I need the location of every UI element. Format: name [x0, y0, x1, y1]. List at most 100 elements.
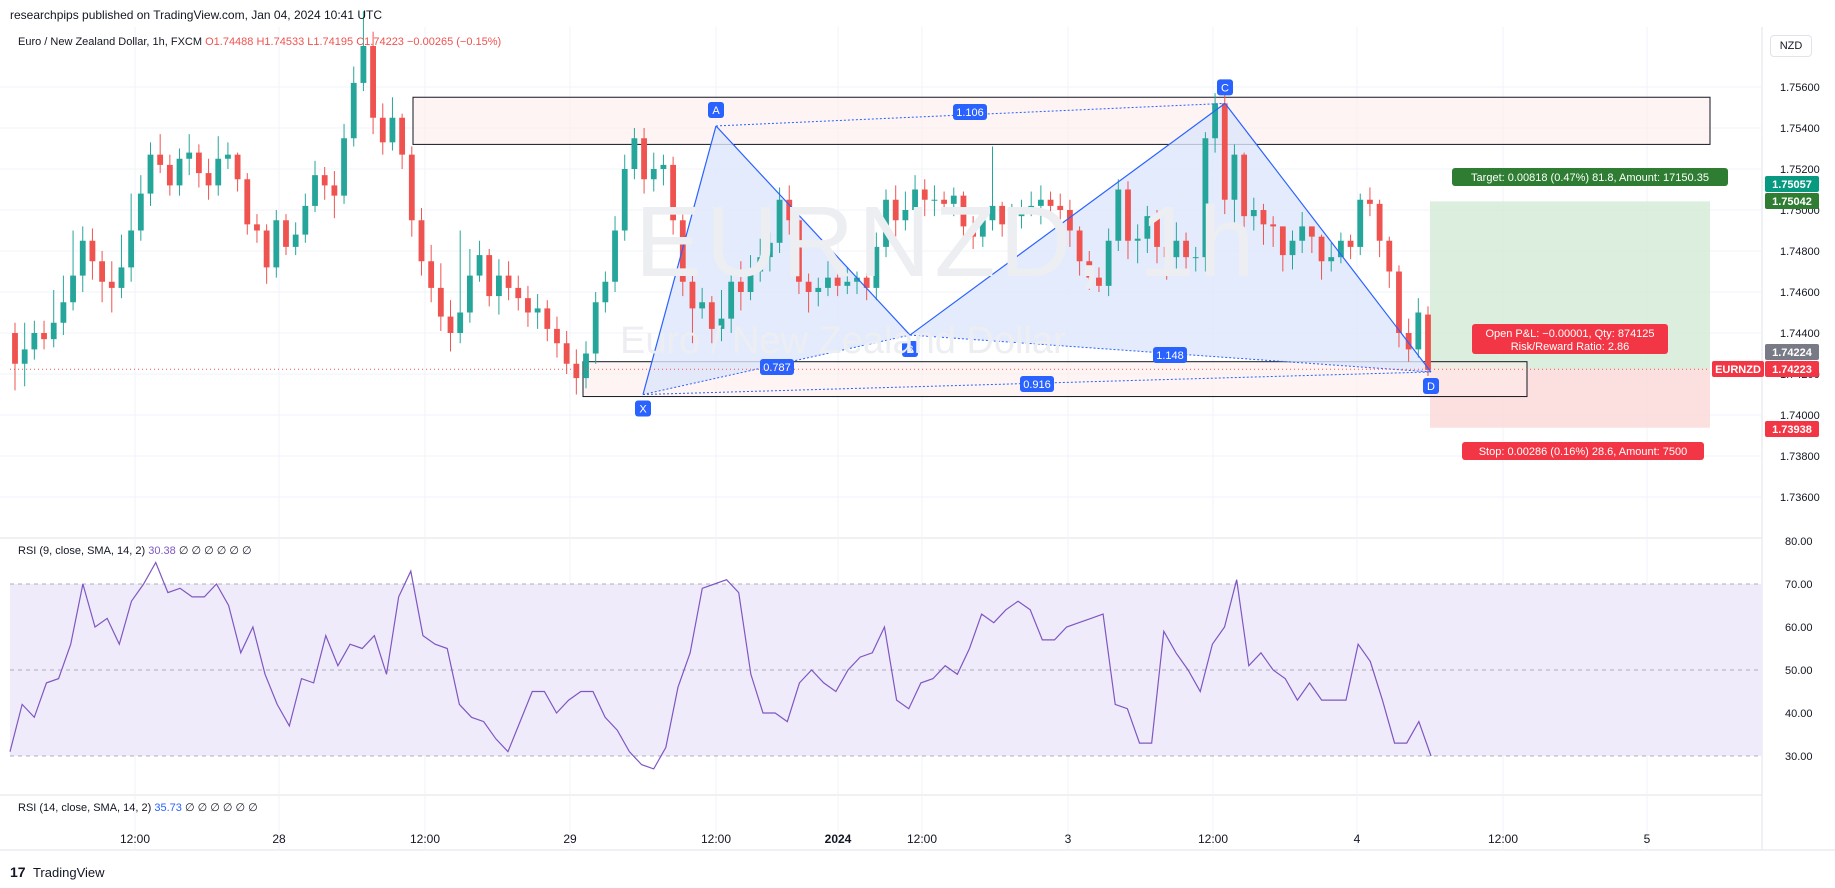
candle-body: [902, 210, 909, 221]
candle-body: [757, 257, 764, 272]
candle-body: [1163, 246, 1170, 258]
candle: [747, 255, 754, 301]
candle-body: [1202, 138, 1209, 258]
currency-selector[interactable]: NZD: [1770, 35, 1812, 57]
pattern-point-label-x: X: [635, 400, 651, 417]
candle-body: [437, 287, 444, 317]
candle: [370, 31, 376, 135]
candle: [1076, 226, 1083, 276]
candle: [41, 320, 47, 350]
candle: [786, 185, 793, 235]
pattern-ratio-label-text: 1.148: [1156, 350, 1184, 362]
candle-body: [970, 226, 977, 237]
candle-body: [1018, 210, 1025, 217]
rsi-tick-label: 30.00: [1785, 751, 1813, 763]
time-tick-label: 12:00: [1198, 832, 1228, 846]
candle: [1357, 193, 1364, 256]
candle-body: [205, 173, 212, 186]
legend-change: −0.00265 (−0.15%): [407, 36, 502, 48]
candle: [331, 171, 338, 219]
candle-body: [515, 287, 522, 299]
candle: [941, 191, 947, 215]
candle-body: [1308, 226, 1315, 237]
candle-body: [863, 277, 870, 288]
candle-body: [350, 82, 357, 139]
candle: [757, 238, 764, 282]
candle: [12, 322, 18, 391]
candle: [108, 261, 115, 313]
rsi9-legend[interactable]: RSI (9, close, SMA, 14, 2) 30.38 ∅ ∅ ∅ ∅…: [18, 544, 252, 557]
candle-body: [234, 154, 241, 180]
stop-label-text: Stop: 0.00286 (0.16%) 28.6, Amount: 7500: [1479, 446, 1688, 458]
candle: [1386, 236, 1393, 288]
candle: [1318, 234, 1325, 280]
candle-body: [447, 316, 454, 333]
candle: [437, 263, 444, 331]
candle: [1425, 306, 1431, 377]
time-tick-label: 12:00: [907, 832, 937, 846]
tradingview-logo[interactable]: 17 TradingView: [10, 864, 105, 880]
candle-body: [950, 195, 957, 204]
candle-body: [370, 46, 376, 118]
candle-body: [137, 193, 144, 231]
candle: [341, 123, 347, 204]
candle-body: [128, 230, 135, 268]
rsi-tick-label: 70.00: [1785, 579, 1813, 591]
candle: [457, 230, 464, 344]
pattern-ratio-label-bg: [1020, 376, 1054, 392]
candle-body: [776, 199, 783, 243]
candle: [679, 207, 686, 297]
candle-body: [360, 46, 367, 83]
publish-header: researchpips published on TradingView.co…: [10, 8, 383, 22]
price-tick-label: 1.73800: [1780, 451, 1820, 463]
candle-body: [1221, 103, 1228, 200]
candle: [970, 216, 977, 249]
candle-body: [1337, 240, 1344, 258]
candle: [950, 187, 957, 217]
candle: [641, 128, 647, 194]
candle: [525, 285, 531, 327]
rsi14-value: 35.73: [154, 802, 182, 814]
rsi-line: [9, 561, 1432, 770]
candle-body: [1086, 261, 1093, 278]
candle-body: [1057, 205, 1064, 210]
candle-body: [418, 220, 425, 262]
candle: [612, 216, 618, 292]
candle: [476, 240, 483, 282]
symbol-name[interactable]: Euro / New Zealand Dollar, 1h, FXCM: [18, 36, 203, 48]
candle-body: [631, 138, 638, 169]
candle: [312, 160, 318, 213]
rsi14-legend[interactable]: RSI (14, close, SMA, 14, 2) 35.73 ∅ ∅ ∅ …: [18, 801, 258, 814]
axis-tag-symbol-bg: [1712, 361, 1764, 377]
price-tick-label: 1.74000: [1780, 410, 1820, 422]
pl-label-bg: [1472, 324, 1668, 354]
candle: [1299, 212, 1306, 254]
candle: [79, 226, 86, 292]
candle-body: [1115, 189, 1122, 241]
target-label-text: Target: 0.00818 (0.47%) 81.8, Amount: 17…: [1471, 172, 1709, 184]
candle: [708, 296, 715, 344]
candle: [728, 271, 735, 333]
rsi9-value: 30.38: [148, 545, 176, 557]
axis-tag-last-text: 1.74224: [1772, 347, 1813, 359]
candle: [1308, 226, 1315, 254]
rsi-tick-label: 60.00: [1785, 622, 1813, 634]
time-tick-label: 12:00: [701, 832, 731, 846]
candle-body: [1376, 203, 1383, 241]
candle: [931, 185, 938, 217]
pattern-point-label-d-bg: [1423, 377, 1439, 394]
rsi-tick-label: 40.00: [1785, 708, 1813, 720]
candle-body: [292, 234, 299, 247]
candle: [902, 191, 909, 231]
pattern-point-label-a: A: [708, 101, 724, 118]
pl-label-text: Open P&L: −0.00001, Qty: 874125: [1485, 328, 1654, 340]
candle: [592, 292, 599, 364]
candle-body: [389, 117, 396, 143]
candle-body: [554, 328, 560, 344]
candle: [166, 154, 173, 196]
candle: [892, 185, 899, 237]
candle-body: [989, 205, 996, 221]
candle: [186, 134, 193, 176]
candle-body: [563, 343, 570, 364]
